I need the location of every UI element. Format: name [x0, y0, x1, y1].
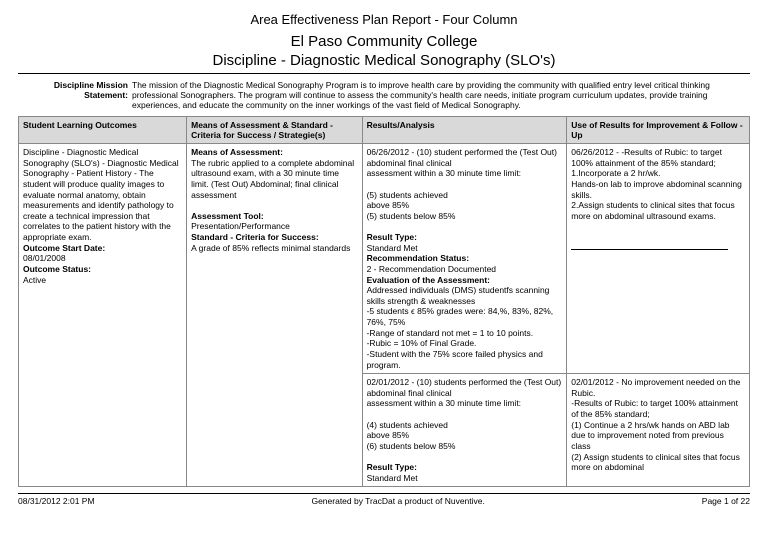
table-row: Discipline - Diagnostic Medical Sonograp… — [19, 144, 750, 374]
recommendation-value: 2 - Recommendation Documented — [367, 264, 496, 274]
means-text: The rubric applied to a complete abdomin… — [191, 158, 354, 200]
col-header-results: Results/Analysis — [362, 117, 567, 144]
cell-use-2: 02/01/2012 - No improvement needed on th… — [567, 374, 750, 487]
college-name: El Paso Community College — [18, 33, 750, 50]
use-line: 2.Assign students to clinical sites that… — [571, 200, 734, 221]
start-date: 08/01/2008 — [23, 253, 66, 263]
results-line: assessment within a 30 minute time limit… — [367, 168, 521, 178]
cell-slo: Discipline - Diagnostic Medical Sonograp… — [19, 144, 187, 487]
result-type-label: Result Type: — [367, 462, 417, 472]
report-title: Area Effectiveness Plan Report - Four Co… — [18, 12, 750, 27]
mission-statement: Discipline Mission Statement: The missio… — [18, 80, 750, 110]
title-rule — [18, 73, 750, 74]
evaluation-line: -Rubic = 10% of Final Grade. — [367, 338, 477, 348]
status-label: Outcome Status: — [23, 264, 91, 274]
results-line: above 85% — [367, 200, 410, 210]
use-line: (2) Assign students to clinical sites th… — [571, 452, 740, 473]
tool-text: Presentation/Performance — [191, 221, 290, 231]
cell-results-1: 06/26/2012 - (10) student performed the … — [362, 144, 567, 374]
evaluation-label: Evaluation of the Assessment: — [367, 275, 490, 285]
four-column-table: Student Learning Outcomes Means of Asses… — [18, 116, 750, 487]
results-line: above 85% — [367, 430, 410, 440]
standard-label: Standard - Criteria for Success: — [191, 232, 319, 242]
evaluation-line: -Range of standard not met = 1 to 10 poi… — [367, 328, 534, 338]
evaluation-line: -5 students ϵ 85% grades were: 84,%, 83%… — [367, 306, 554, 327]
mission-label: Discipline Mission Statement: — [18, 80, 132, 110]
tool-label: Assessment Tool: — [191, 211, 264, 221]
results-line: 02/01/2012 - (10) students performed the… — [367, 377, 562, 398]
footer-timestamp: 08/31/2012 2:01 PM — [18, 496, 95, 506]
footer-page-number: Page 1 of 22 — [702, 496, 750, 506]
slo-text: Discipline - Diagnostic Medical Sonograp… — [23, 147, 179, 242]
use-line: 02/01/2012 - No improvement needed on th… — [571, 377, 740, 398]
means-label: Means of Assessment: — [191, 147, 283, 157]
cell-means: Means of Assessment: The rubric applied … — [187, 144, 362, 487]
evaluation-line: Addressed individuals (DMS) studentfs sc… — [367, 285, 550, 306]
page-footer: 08/31/2012 2:01 PM Generated by TracDat … — [18, 493, 750, 506]
status-value: Active — [23, 275, 46, 285]
evaluation-line: -Student with the 75% score failed physi… — [367, 349, 543, 370]
result-type-value: Standard Met — [367, 473, 418, 483]
col-header-slo: Student Learning Outcomes — [19, 117, 187, 144]
mission-text: The mission of the Diagnostic Medical So… — [132, 80, 750, 110]
result-type-label: Result Type: — [367, 232, 417, 242]
col-header-means: Means of Assessment & Standard - Criteri… — [187, 117, 362, 144]
results-line: (5) students below 85% — [367, 211, 456, 221]
table-header-row: Student Learning Outcomes Means of Asses… — [19, 117, 750, 144]
use-line: 06/26/2012 - -Results of Rubic: to targe… — [571, 147, 722, 168]
discipline-title: Discipline - Diagnostic Medical Sonograp… — [18, 52, 750, 69]
use-line: 1.Incorporate a 2 hr/wk. — [571, 168, 660, 178]
results-line: assessment within a 30 minute time limit… — [367, 398, 521, 408]
signature-line — [571, 249, 727, 250]
cell-use-1: 06/26/2012 - -Results of Rubic: to targe… — [567, 144, 750, 374]
results-line: (6) students below 85% — [367, 441, 456, 451]
results-line: (5) students achieved — [367, 190, 448, 200]
results-line: 06/26/2012 - (10) student performed the … — [367, 147, 557, 168]
start-date-label: Outcome Start Date: — [23, 243, 105, 253]
cell-results-2: 02/01/2012 - (10) students performed the… — [362, 374, 567, 487]
col-header-use: Use of Results for Improvement & Follow … — [567, 117, 750, 144]
recommendation-label: Recommendation Status: — [367, 253, 470, 263]
footer-generator: Generated by TracDat a product of Nuvent… — [95, 496, 702, 506]
results-line: (4) students achieved — [367, 420, 448, 430]
use-line: Hands-on lab to improve abdominal scanni… — [571, 179, 742, 200]
use-line: (1) Continue a 2 hrs/wk hands on ABD lab… — [571, 420, 729, 451]
standard-text: A grade of 85% reflects minimal standard… — [191, 243, 350, 253]
use-line: -Results of Rubic: to target 100% attain… — [571, 398, 738, 419]
result-type-value: Standard Met — [367, 243, 418, 253]
